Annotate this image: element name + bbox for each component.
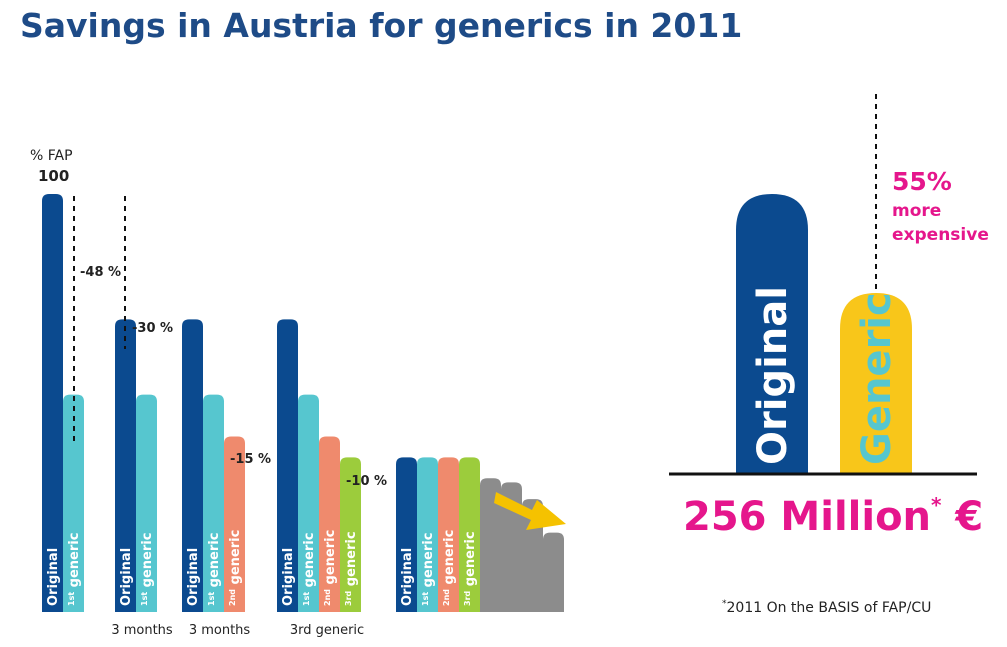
y-axis-top-value: 100 — [38, 167, 69, 185]
bar-label: 1st generic — [421, 533, 436, 606]
bar-generic2 — [438, 457, 459, 612]
bar-label: 3rd generic — [344, 531, 359, 606]
bar-original — [182, 319, 203, 612]
reduction-label: -15 % — [230, 452, 271, 467]
bar-label: 1st generic — [140, 533, 155, 606]
reduction-label: -48 % — [80, 265, 121, 280]
chart-title: Savings in Austria for generics in 2011 — [20, 6, 743, 45]
bar-original — [277, 319, 298, 612]
group-caption: 3rd generic — [290, 623, 364, 638]
bar-original — [736, 194, 808, 473]
bar-label: Original — [281, 548, 296, 606]
bar-label: 1st generic — [207, 533, 222, 606]
bar-label: 2nd generic — [442, 530, 457, 606]
bar-original — [42, 194, 63, 612]
bar-generic1 — [63, 394, 84, 612]
difference-text: expensive — [892, 225, 989, 245]
bar-label: 3rd generic — [463, 531, 478, 606]
difference-text: more — [892, 201, 941, 221]
bar-label: Original — [119, 548, 134, 606]
difference-value: 55% — [892, 167, 952, 196]
bar-generic2 — [319, 436, 340, 612]
bar-generic3 — [340, 457, 361, 612]
bar-label-original: Original — [750, 286, 796, 465]
bar-generic3 — [459, 457, 480, 612]
footnote: *2011 On the BASIS of FAP/CU — [722, 599, 931, 616]
bar-label: 2nd generic — [228, 530, 243, 606]
bar-later — [543, 532, 564, 612]
bar-label: 1st generic — [302, 533, 317, 606]
reduction-label: -30 % — [132, 321, 173, 336]
group-caption: 3 months — [111, 623, 173, 638]
bar-generic2 — [224, 436, 245, 612]
arrow-icon — [494, 492, 566, 530]
bar-later — [501, 482, 522, 612]
reduction-label: -10 % — [346, 474, 387, 489]
bar-original — [396, 457, 417, 612]
bar-generic1 — [298, 394, 319, 612]
bar-label: Original — [46, 548, 61, 606]
bar-generic1 — [203, 394, 224, 612]
bar-later — [480, 478, 501, 612]
bar-label-generic: Generic — [854, 292, 900, 465]
bar-generic — [840, 293, 912, 473]
bar-label: 2nd generic — [323, 530, 338, 606]
total-savings: 256 Million* € — [683, 493, 983, 540]
bar-original — [115, 319, 136, 612]
group-caption: 3 months — [189, 623, 251, 638]
bar-generic1 — [417, 457, 438, 612]
y-axis-label: % FAP — [30, 148, 73, 164]
bar-label: 1st generic — [67, 533, 82, 606]
bar-label: Original — [186, 548, 201, 606]
bar-generic1 — [136, 394, 157, 612]
bar-label: Original — [400, 548, 415, 606]
